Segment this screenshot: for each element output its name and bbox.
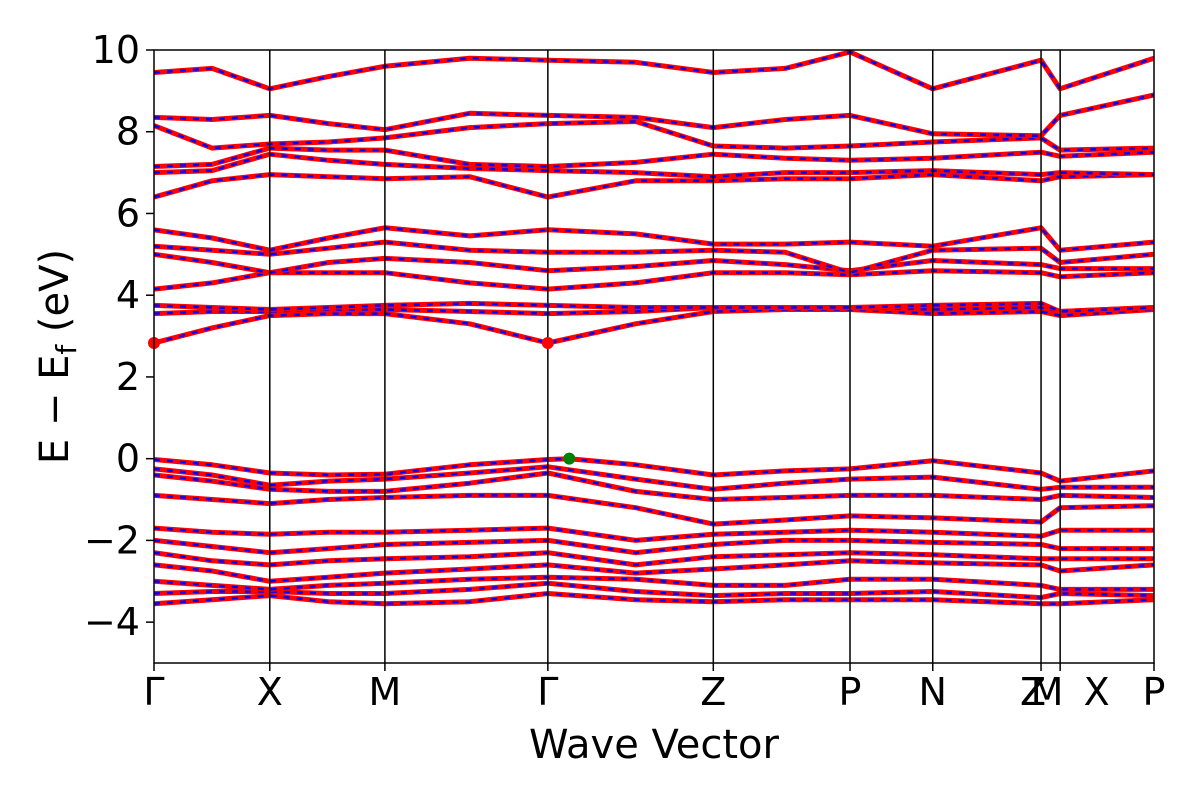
y-tick-label: 2 [116, 355, 140, 399]
band-line-down [154, 226, 1154, 252]
y-tick-label: −4 [84, 600, 140, 644]
x-tick-label: P [839, 670, 862, 714]
band-line-down [154, 465, 1154, 491]
band-line-up [154, 537, 1154, 556]
band-line-down [154, 559, 1154, 583]
band-line-down [154, 592, 1154, 605]
band-line-up [154, 268, 1154, 292]
y-ticks: −4 −2 0 2 4 6 8 10 [84, 28, 154, 644]
x-tick-label: P [1143, 670, 1166, 714]
band-line-down [154, 240, 1154, 275]
band-line-down [154, 457, 1154, 483]
y-axis-label-main: E − E [32, 355, 78, 465]
x-ticks: Γ X M Γ Z P N ZM X P [143, 663, 1165, 714]
band-line-down [154, 269, 1154, 291]
x-tick-label: Γ [537, 670, 558, 714]
y-tick-label: 8 [116, 110, 140, 154]
y-axis-label-subscript: f [50, 344, 83, 355]
band-line-down [154, 302, 1154, 313]
band-line-down [154, 120, 1154, 152]
cbm-marker [541, 337, 554, 350]
band-line-down [154, 582, 1154, 599]
x-tick-label: M [1031, 670, 1064, 714]
band-line-down [154, 308, 1154, 345]
x-tick-label: X [257, 670, 283, 714]
y-axis-label-unit: (eV) [32, 249, 78, 345]
high-symmetry-lines [269, 50, 1061, 663]
y-tick-label: 6 [116, 191, 140, 235]
band-line-up [154, 307, 1154, 346]
band-line-down [154, 93, 1154, 138]
band-line-down [154, 526, 1154, 542]
x-tick-label: Γ [143, 670, 164, 714]
y-tick-label: 10 [92, 28, 140, 72]
y-tick-label: 4 [116, 273, 140, 317]
bands-layer [154, 50, 1154, 607]
band-line-down [154, 494, 1154, 526]
band-line-down [154, 146, 1154, 168]
x-axis-label: Wave Vector [529, 722, 780, 768]
extrema-markers [148, 337, 576, 465]
y-axis-label: E − Ef (eV) [32, 249, 83, 464]
x-tick-label: Z [1020, 670, 1046, 714]
x-tick-label: X [1084, 670, 1110, 714]
band-line-down [154, 539, 1154, 554]
band-line-up [154, 50, 1154, 92]
band-line-up [154, 172, 1154, 200]
band-line-down [154, 471, 1154, 501]
plot-frame [153, 49, 1155, 664]
x-tick-label: N [919, 670, 947, 714]
y-tick-label: −2 [84, 518, 140, 562]
band-line-down [154, 551, 1154, 567]
vbm-marker [563, 452, 576, 465]
band-line-up [154, 456, 1154, 484]
x-tick-label: M [368, 670, 401, 714]
x-tick-label: Z [700, 670, 726, 714]
y-tick-label: 0 [116, 437, 140, 481]
band-line-down [154, 575, 1154, 591]
band-line-up [154, 525, 1154, 543]
band-line-down [154, 152, 1154, 178]
band-line-down [154, 253, 1154, 274]
